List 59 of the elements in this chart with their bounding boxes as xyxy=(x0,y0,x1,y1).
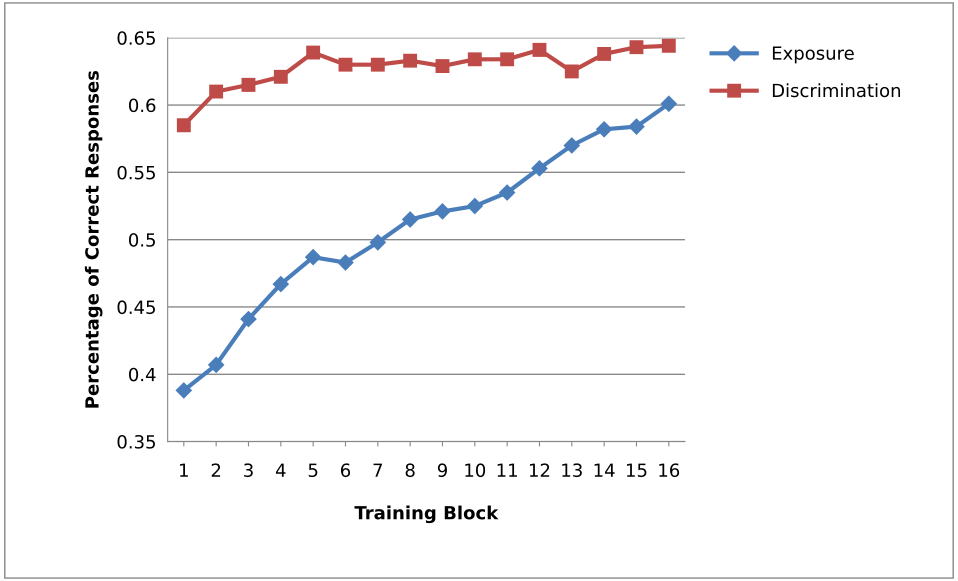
point xyxy=(596,121,612,138)
x-tick-label: 10 xyxy=(465,463,486,478)
y-tick-label: 0.65 xyxy=(118,31,155,45)
point xyxy=(466,198,483,214)
x-tick-label: 15 xyxy=(626,464,646,478)
legend-label: Exposure xyxy=(772,46,854,64)
y-tick-label: 0.5 xyxy=(129,233,155,247)
point xyxy=(337,254,354,271)
point xyxy=(306,46,320,60)
point xyxy=(660,96,677,112)
x-tick-label: 7 xyxy=(374,464,382,477)
x-tick-label: 1 xyxy=(180,464,188,477)
y-tick-label: 0.4 xyxy=(129,368,156,382)
point xyxy=(628,118,645,135)
point xyxy=(370,58,385,72)
point xyxy=(531,160,548,176)
point xyxy=(434,203,451,220)
x-tick-label: 12 xyxy=(530,463,550,477)
point xyxy=(176,382,192,398)
x-tick-label: 11 xyxy=(498,464,517,477)
point xyxy=(532,42,546,57)
x-tick-label: 3 xyxy=(244,463,253,478)
x-tick-label: 6 xyxy=(340,463,350,478)
x-tick-label: 14 xyxy=(594,464,615,477)
point xyxy=(338,58,352,72)
point xyxy=(240,311,257,328)
point xyxy=(499,184,516,201)
point xyxy=(500,52,514,66)
point xyxy=(242,78,256,92)
x-tick-label: 16 xyxy=(659,463,680,478)
y-axis-title: Percentage of Correct Responses xyxy=(84,70,102,408)
point xyxy=(274,70,288,84)
x-tick-label: 8 xyxy=(406,463,415,478)
y-tick-label: 0.6 xyxy=(129,98,156,112)
point xyxy=(208,356,224,373)
point xyxy=(402,211,418,228)
point xyxy=(272,276,289,292)
point xyxy=(662,38,676,53)
y-tick-label: 0.55 xyxy=(118,166,155,180)
x-tick-label: 4 xyxy=(276,464,286,477)
y-tick-label: 0.35 xyxy=(118,435,155,449)
point xyxy=(370,234,386,250)
legend-label: Discrimination xyxy=(772,83,900,98)
point xyxy=(176,118,191,132)
x-tick-label: 13 xyxy=(562,463,582,478)
x-tick-label: 5 xyxy=(308,464,318,478)
point xyxy=(209,84,224,99)
x-tick-label: 9 xyxy=(438,463,447,478)
point xyxy=(564,137,580,154)
x-tick-label: 2 xyxy=(212,463,220,477)
y-tick-label: 0.45 xyxy=(118,300,155,314)
point xyxy=(305,249,322,266)
point xyxy=(564,64,579,78)
point xyxy=(630,40,644,54)
x-axis-title: Training Block xyxy=(354,506,499,524)
point xyxy=(597,46,612,61)
point xyxy=(403,54,418,68)
point xyxy=(468,52,482,66)
point xyxy=(436,59,450,73)
